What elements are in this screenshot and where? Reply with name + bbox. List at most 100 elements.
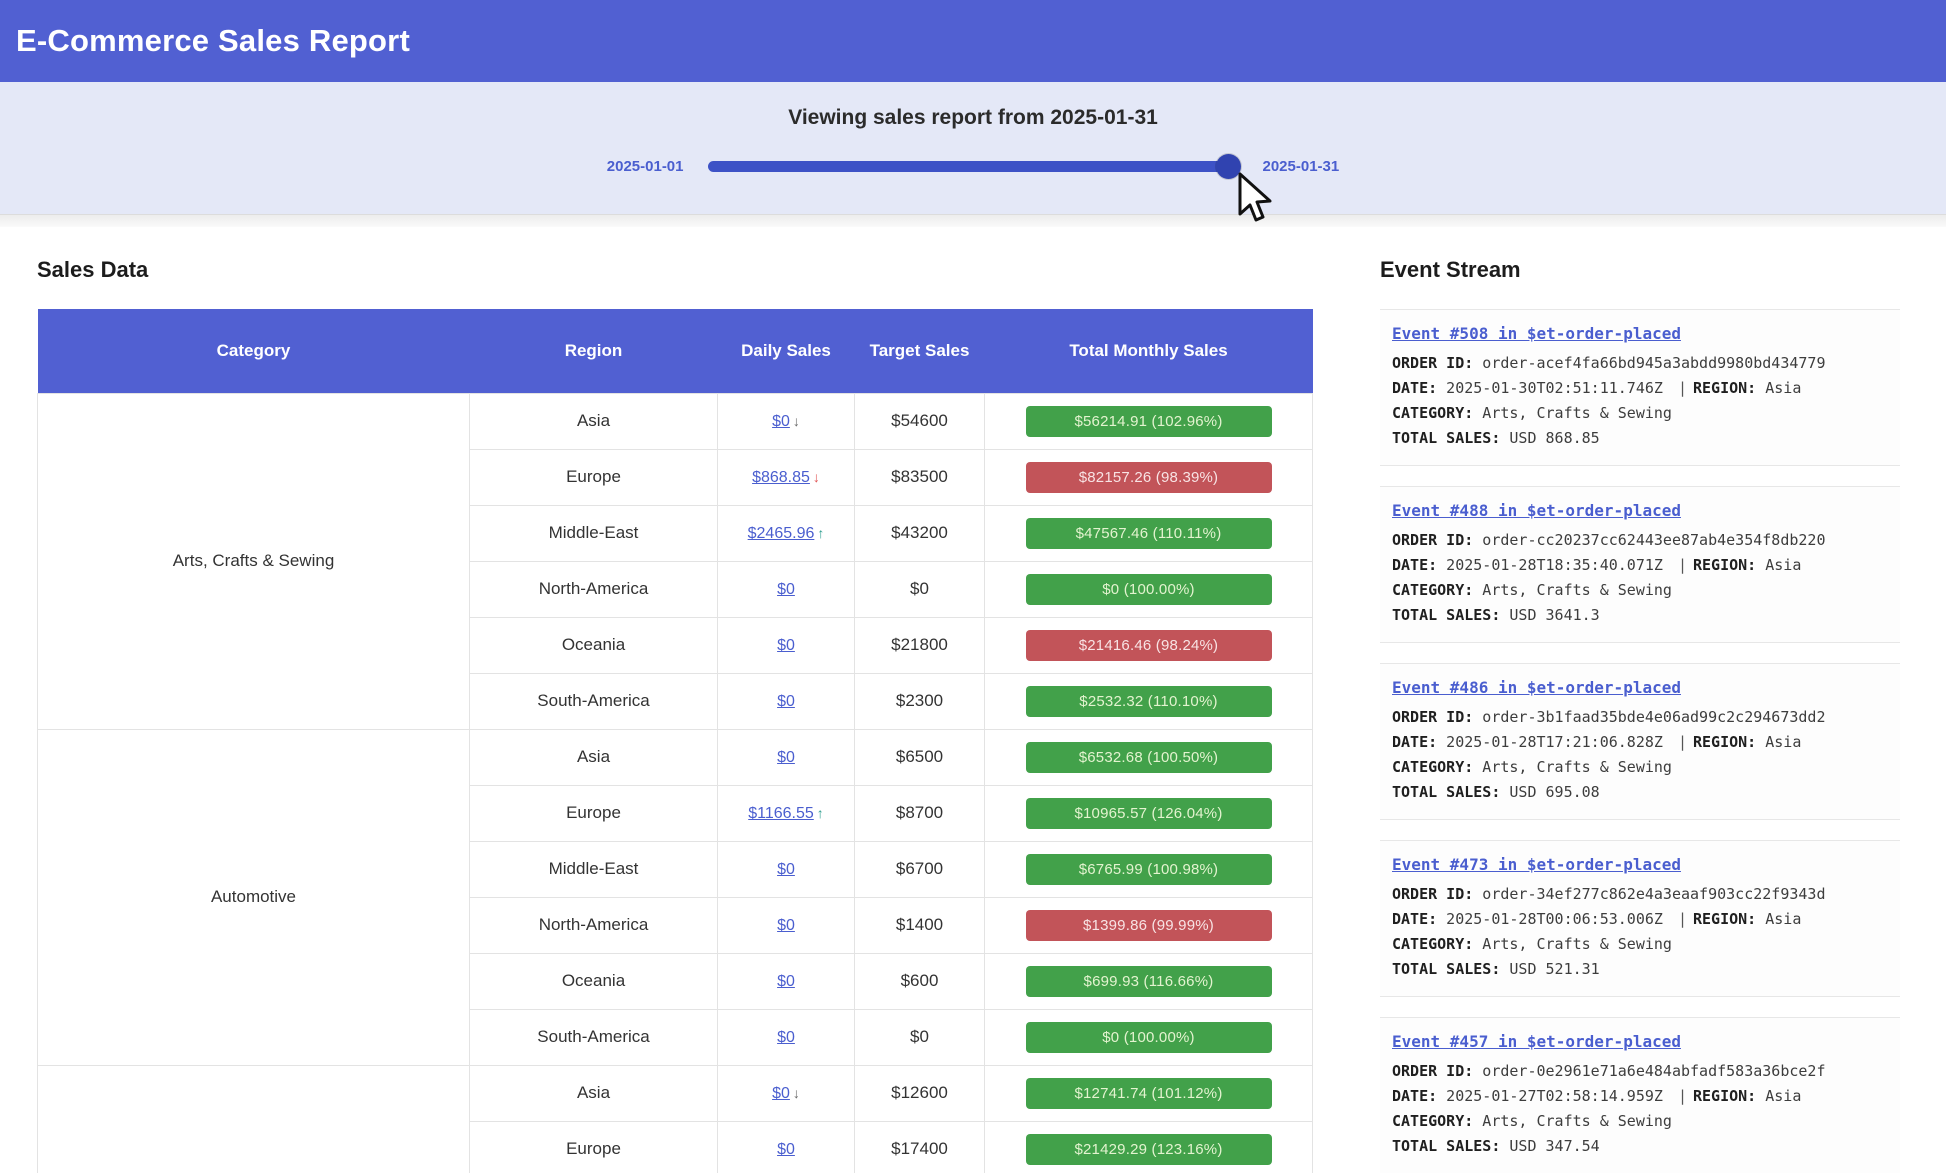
total-monthly-sales-cell: $82157.26 (98.39%): [984, 448, 1313, 506]
sales-table-body: Arts, Crafts & Sewing Asia $0 ↓ $54600 $56214…: [37, 392, 1313, 1173]
event-title-link[interactable]: Event #508 in $et-order-placed: [1392, 324, 1681, 343]
daily-sales-link[interactable]: $868.85: [752, 469, 810, 486]
monthly-sales-badge: $2532.32 (110.10%): [1025, 685, 1272, 717]
event-detail-line: DATE: 2025-01-28T17:21:06.828Z | REGION: …: [1392, 733, 1802, 751]
daily-sales-cell: $0 ↓: [717, 1064, 855, 1122]
event-detail-line: DATE: 2025-01-28T18:35:40.071Z | REGION: …: [1392, 556, 1802, 574]
monthly-sales-badge: $6532.68 (100.50%): [1025, 741, 1272, 773]
daily-sales-cell: $0: [717, 1008, 855, 1066]
slider-track[interactable]: [707, 161, 1239, 172]
daily-sales-link[interactable]: $0: [777, 861, 795, 878]
region-cell: Europe: [469, 448, 718, 506]
daily-sales-cell: $0: [717, 672, 855, 730]
region-cell: Asia: [469, 1064, 718, 1122]
total-monthly-sales-cell: $21416.46 (98.24%): [984, 616, 1313, 674]
monthly-sales-badge: $47567.46 (110.11%): [1025, 517, 1272, 549]
daily-sales-cell: $0: [717, 896, 855, 954]
event-detail-line: DATE: 2025-01-27T02:58:14.959Z | REGION: …: [1392, 1087, 1802, 1105]
trend-down-icon: ↓: [792, 413, 800, 429]
region-cell: South-America: [469, 672, 718, 730]
event-card: Event #473 in $et-order-placed ORDER ID: …: [1380, 840, 1900, 997]
table-row: North-America $0 $1400 $1399.86 (99.99%): [38, 896, 1313, 954]
region-cell: Europe: [469, 1120, 718, 1173]
event-title-link[interactable]: Event #473 in $et-order-placed: [1392, 855, 1681, 874]
region-cell: North-America: [469, 896, 718, 954]
daily-sales-link[interactable]: $0: [777, 1029, 795, 1046]
column-header-region: Region: [469, 309, 718, 393]
event-title-link[interactable]: Event #457 in $et-order-placed: [1392, 1032, 1681, 1051]
daily-sales-cell: $0: [717, 616, 855, 674]
region-cell: Asia: [469, 392, 718, 450]
event-detail-line: DATE: 2025-01-28T00:06:53.006Z | REGION: …: [1392, 910, 1802, 928]
event-stream-list: Event #508 in $et-order-placed ORDER ID: …: [1380, 309, 1900, 1173]
event-stream-panel: Event Stream Event #508 in $et-order-pla…: [1380, 227, 1900, 1173]
category-cell: Automotive: [37, 728, 470, 1066]
slider-max-label: 2025-01-31: [1262, 158, 1340, 175]
total-monthly-sales-cell: $10965.57 (126.04%): [984, 784, 1313, 842]
event-card: Event #488 in $et-order-placed ORDER ID: …: [1380, 486, 1900, 643]
slider-min-label: 2025-01-01: [606, 158, 684, 175]
event-card: Event #508 in $et-order-placed ORDER ID: …: [1380, 309, 1900, 466]
daily-sales-link[interactable]: $2465.96: [747, 525, 815, 542]
date-slider-section: Viewing sales report from 2025-01-31 202…: [0, 82, 1946, 215]
table-row: South-America $0 $2300 $2532.32 (110.10%): [38, 672, 1313, 730]
trend-down-icon: ↓: [812, 469, 820, 485]
page-title: E-Commerce Sales Report: [16, 23, 410, 58]
target-sales-cell: $54600: [854, 392, 985, 450]
event-detail-line: CATEGORY: Arts, Crafts & Sewing: [1392, 1112, 1672, 1130]
category-cell: Arts, Crafts & Sewing: [37, 392, 470, 730]
daily-sales-link[interactable]: $0: [777, 917, 795, 934]
table-row: South-America $0 $0 $0 (100.00%): [38, 1008, 1313, 1066]
daily-sales-link[interactable]: $0: [772, 413, 790, 430]
total-monthly-sales-cell: $2532.32 (110.10%): [984, 672, 1313, 730]
date-slider[interactable]: [707, 154, 1241, 179]
monthly-sales-badge: $6765.99 (100.98%): [1025, 853, 1272, 885]
target-sales-cell: $0: [854, 1008, 985, 1066]
total-monthly-sales-cell: $47567.46 (110.11%): [984, 504, 1313, 562]
event-detail-line: ORDER ID: order-34ef277c862e4a3eaaf903cc…: [1392, 885, 1826, 903]
event-card: Event #457 in $et-order-placed ORDER ID: …: [1380, 1017, 1900, 1173]
total-monthly-sales-cell: $699.93 (116.66%): [984, 952, 1313, 1010]
total-monthly-sales-cell: $1399.86 (99.99%): [984, 896, 1313, 954]
event-detail-line: ORDER ID: order-0e2961e71a6e484abfadf583…: [1392, 1062, 1826, 1080]
target-sales-cell: $6500: [854, 728, 985, 786]
main-content: Sales Data Category Region Daily Sales T…: [0, 227, 1946, 1173]
daily-sales-cell: $0: [717, 728, 855, 786]
slider-row: 2025-01-01 2025-01-31: [0, 154, 1946, 179]
region-cell: Oceania: [469, 952, 718, 1010]
monthly-sales-badge: $82157.26 (98.39%): [1025, 461, 1272, 493]
daily-sales-link[interactable]: $0: [777, 973, 795, 990]
monthly-sales-badge: $10965.57 (126.04%): [1025, 797, 1272, 829]
daily-sales-link[interactable]: $1166.55: [748, 805, 814, 822]
daily-sales-link[interactable]: $0: [777, 693, 795, 710]
monthly-sales-badge: $12741.74 (101.12%): [1025, 1077, 1272, 1109]
monthly-sales-badge: $56214.91 (102.96%): [1025, 405, 1272, 437]
event-detail-line: TOTAL SALES: USD 695.08: [1392, 783, 1600, 801]
table-row: Middle-East $2465.96 ↑ $43200 $47567.46 (110…: [38, 504, 1313, 562]
event-detail-line: TOTAL SALES: USD 868.85: [1392, 429, 1600, 447]
region-cell: North-America: [469, 560, 718, 618]
event-stream-heading: Event Stream: [1380, 257, 1521, 282]
monthly-sales-badge: $21416.46 (98.24%): [1025, 629, 1272, 661]
daily-sales-link[interactable]: $0: [777, 749, 795, 766]
event-detail-line: DATE: 2025-01-30T02:51:11.746Z | REGION: …: [1392, 379, 1802, 397]
event-detail-line: TOTAL SALES: USD 521.31: [1392, 960, 1600, 978]
daily-sales-link[interactable]: $0: [777, 581, 795, 598]
trend-down-icon: ↓: [792, 1085, 800, 1101]
target-sales-cell: $12600: [854, 1064, 985, 1122]
daily-sales-link[interactable]: $0: [777, 1141, 795, 1158]
monthly-sales-badge: $0 (100.00%): [1025, 573, 1272, 605]
event-card: Event #486 in $et-order-placed ORDER ID: …: [1380, 663, 1900, 820]
target-sales-cell: $6700: [854, 840, 985, 898]
event-title-link[interactable]: Event #486 in $et-order-placed: [1392, 678, 1681, 697]
daily-sales-link[interactable]: $0: [777, 637, 795, 654]
target-sales-cell: $8700: [854, 784, 985, 842]
daily-sales-link[interactable]: $0: [772, 1085, 790, 1102]
slider-thumb[interactable]: [1215, 154, 1241, 179]
sales-table-header: Category Region Daily Sales Target Sales…: [37, 309, 1313, 393]
event-title-link[interactable]: Event #488 in $et-order-placed: [1392, 501, 1681, 520]
table-row: Europe $868.85 ↓ $83500 $82157.26 (98.39%): [38, 448, 1313, 506]
event-detail-line: CATEGORY: Arts, Crafts & Sewing: [1392, 581, 1672, 599]
target-sales-cell: $600: [854, 952, 985, 1010]
daily-sales-cell: $0 ↓: [717, 392, 855, 450]
